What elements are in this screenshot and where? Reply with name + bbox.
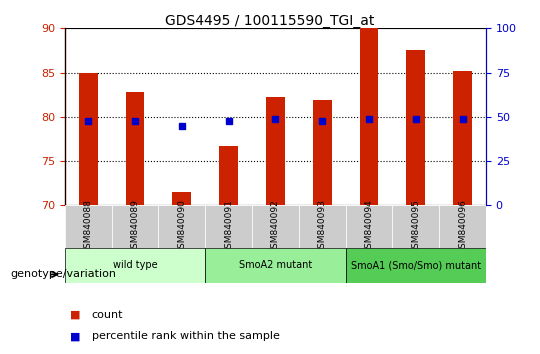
Text: GSM840095: GSM840095 [411,199,420,254]
FancyBboxPatch shape [439,205,486,248]
FancyBboxPatch shape [393,205,439,248]
Bar [172,192,191,205]
Text: GSM840090: GSM840090 [177,199,186,254]
Text: count: count [92,310,123,320]
Bar [266,97,285,205]
Bar [126,92,144,205]
Text: GSM840091: GSM840091 [224,199,233,254]
Text: GSM840088: GSM840088 [84,199,93,254]
Text: genotype/variation: genotype/variation [11,269,117,279]
Text: ■: ■ [70,331,80,341]
Bar [79,73,98,205]
FancyBboxPatch shape [252,205,299,248]
Text: GSM840094: GSM840094 [364,199,374,254]
Bar [360,28,379,205]
FancyBboxPatch shape [158,205,205,248]
FancyBboxPatch shape [299,205,346,248]
FancyBboxPatch shape [205,205,252,248]
Text: GSM840089: GSM840089 [131,199,139,254]
Bar [453,71,472,205]
FancyBboxPatch shape [65,205,112,248]
FancyBboxPatch shape [346,248,486,283]
FancyBboxPatch shape [346,205,393,248]
Text: GDS4495 / 100115590_TGI_at: GDS4495 / 100115590_TGI_at [165,14,375,28]
Text: GSM840096: GSM840096 [458,199,467,254]
FancyBboxPatch shape [112,205,158,248]
Bar [219,146,238,205]
Text: SmoA2 mutant: SmoA2 mutant [239,261,312,270]
Bar [313,100,332,205]
Text: wild type: wild type [113,261,157,270]
Text: ■: ■ [70,310,80,320]
Text: GSM840092: GSM840092 [271,199,280,254]
Text: percentile rank within the sample: percentile rank within the sample [92,331,280,341]
FancyBboxPatch shape [65,248,205,283]
FancyBboxPatch shape [205,248,346,283]
Text: GSM840093: GSM840093 [318,199,327,254]
Bar [407,50,425,205]
Text: SmoA1 (Smo/Smo) mutant: SmoA1 (Smo/Smo) mutant [351,261,481,270]
